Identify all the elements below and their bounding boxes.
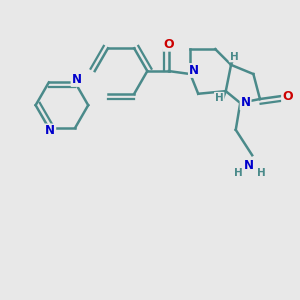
Polygon shape [230, 56, 236, 65]
Text: N: N [189, 64, 199, 77]
Text: H: H [230, 52, 239, 61]
Text: H: H [215, 93, 224, 103]
Text: H: H [257, 168, 266, 178]
Text: N: N [71, 73, 82, 86]
Text: H: H [234, 168, 243, 178]
Text: N: N [45, 124, 55, 137]
Text: N: N [241, 97, 250, 110]
Text: O: O [164, 38, 174, 51]
Text: O: O [282, 89, 293, 103]
Text: N: N [244, 159, 254, 172]
